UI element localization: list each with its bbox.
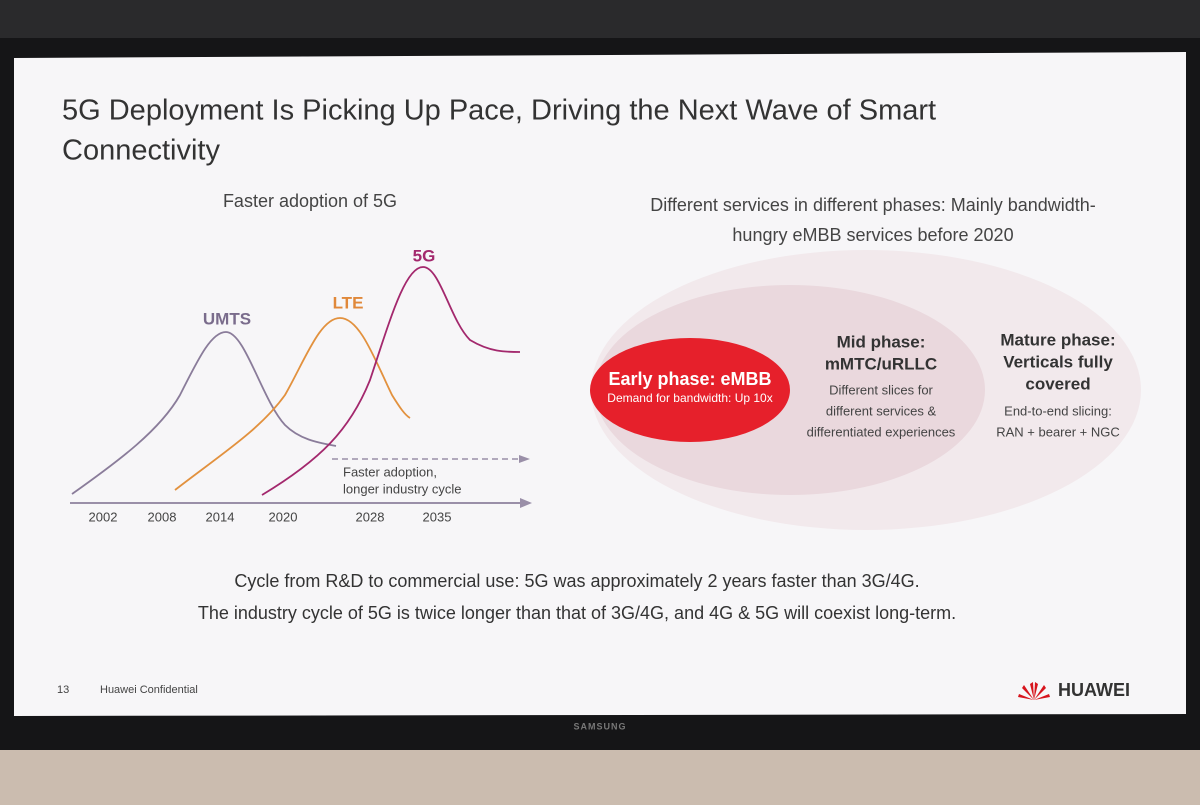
left-heading: Faster adoption of 5G — [223, 191, 397, 211]
brand-name: HUAWEI — [1058, 680, 1130, 700]
year-label: 2014 — [206, 509, 235, 524]
right-heading: hungry eMBB services before 2020 — [732, 225, 1013, 245]
curve-label: UMTS — [203, 309, 251, 328]
phase-title: Mature phase: — [1000, 330, 1115, 349]
phase-detail: different services & — [826, 403, 937, 418]
dashed-arrowhead — [519, 455, 530, 463]
tv-brand: SAMSUNG — [573, 721, 626, 731]
phase-title: Early phase: eMBB — [608, 369, 771, 389]
arrow-label: longer industry cycle — [343, 481, 462, 496]
phase-detail: Demand for bandwidth: Up 10x — [607, 391, 772, 405]
phase-title: covered — [1025, 374, 1090, 393]
year-label: 2008 — [148, 509, 177, 524]
umts-curve — [71, 331, 337, 495]
lte-curve — [174, 317, 411, 491]
note: The industry cycle of 5G is twice longer… — [198, 603, 956, 623]
phase-detail: RAN + bearer + NGC — [996, 424, 1120, 439]
phase-title: Verticals fully — [1003, 352, 1113, 371]
note: Cycle from R&D to commercial use: 5G was… — [234, 571, 919, 591]
5g-curve — [261, 266, 521, 496]
slide-title: 5G Deployment Is Picking Up Pace, Drivin… — [62, 95, 936, 127]
phase-detail: End-to-end slicing: — [1004, 403, 1112, 418]
arrow-label: Faster adoption, — [343, 464, 437, 479]
slide-content: 5G Deployment Is Picking Up Pace, Drivin… — [57, 95, 1141, 731]
phase-title: mMTC/uRLLC — [825, 354, 937, 373]
phase-detail: differentiated experiences — [807, 424, 956, 439]
confidential-label: Huawei Confidential — [100, 684, 198, 696]
phase-title: Mid phase: — [837, 332, 926, 351]
page-number: 13 — [57, 684, 69, 696]
curve-label: 5G — [413, 246, 436, 265]
slide-title: Connectivity — [62, 135, 220, 167]
year-label: 2035 — [423, 509, 452, 524]
phase-detail: Different slices for — [829, 382, 933, 397]
year-label: 2002 — [89, 509, 118, 524]
year-label: 2028 — [356, 509, 385, 524]
curve-label: LTE — [333, 293, 364, 312]
right-heading: Different services in different phases: … — [650, 195, 1096, 215]
year-label: 2020 — [269, 509, 298, 524]
axis-arrow — [520, 498, 532, 508]
inner-ellipse — [590, 338, 790, 442]
